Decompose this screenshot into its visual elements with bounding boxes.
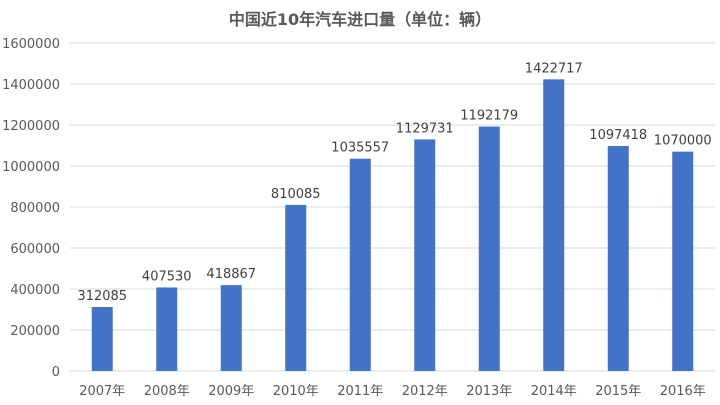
x-tick-label: 2011年 xyxy=(337,384,383,399)
data-label: 407530 xyxy=(142,269,192,284)
x-tick-label: 2012年 xyxy=(402,384,448,399)
x-tick-label: 2013年 xyxy=(466,384,512,399)
data-label: 418867 xyxy=(206,267,256,282)
x-axis-ticks: 2007年 2008年 2009年 2010年 2011年 2012年 2013年 2014年… xyxy=(79,384,706,399)
chart-title: 中国近10年汽车进口量（单位：辆） xyxy=(228,10,492,29)
y-tick-label: 1000000 xyxy=(2,160,60,175)
bar xyxy=(91,307,113,371)
data-label: 1070000 xyxy=(654,134,712,149)
y-tick-label: 400000 xyxy=(10,283,60,298)
x-tick-label: 2008年 xyxy=(144,384,190,399)
bar xyxy=(672,151,694,371)
y-axis-ticks: 0 200000 400000 600000 800000 1000000 1200000 1… xyxy=(2,37,60,380)
x-tick-label: 2010年 xyxy=(273,384,319,399)
bar xyxy=(414,139,436,371)
y-tick-label: 200000 xyxy=(10,324,60,339)
gridlines xyxy=(70,42,715,372)
data-label: 1097418 xyxy=(589,128,647,143)
x-tick-label: 2009年 xyxy=(208,384,254,399)
bar xyxy=(607,146,629,371)
x-tick-label: 2007年 xyxy=(79,384,125,399)
data-labels: 312085 407530 418867 810085 1035557 1129731 11… xyxy=(77,61,711,304)
x-tick-label: 2015年 xyxy=(595,384,641,399)
y-tick-label: 800000 xyxy=(10,201,60,216)
bar xyxy=(349,158,371,371)
bar xyxy=(543,79,565,371)
bar xyxy=(220,285,242,371)
data-label: 810085 xyxy=(271,187,321,202)
data-label: 1035557 xyxy=(331,141,389,156)
y-tick-label: 1400000 xyxy=(2,78,60,93)
bars xyxy=(91,79,694,371)
data-label: 1192179 xyxy=(460,109,518,124)
bar xyxy=(478,126,500,371)
data-label: 312085 xyxy=(77,289,127,304)
y-tick-label: 1600000 xyxy=(2,37,60,52)
data-label: 1129731 xyxy=(396,121,454,136)
y-tick-label: 1200000 xyxy=(2,119,60,134)
y-tick-label: 600000 xyxy=(10,242,60,257)
bar xyxy=(156,287,178,371)
x-tick-label: 2014年 xyxy=(531,384,577,399)
x-tick-label: 2016年 xyxy=(660,384,706,399)
data-label: 1422717 xyxy=(525,61,583,76)
y-tick-label: 0 xyxy=(52,365,60,380)
bar xyxy=(285,204,307,371)
